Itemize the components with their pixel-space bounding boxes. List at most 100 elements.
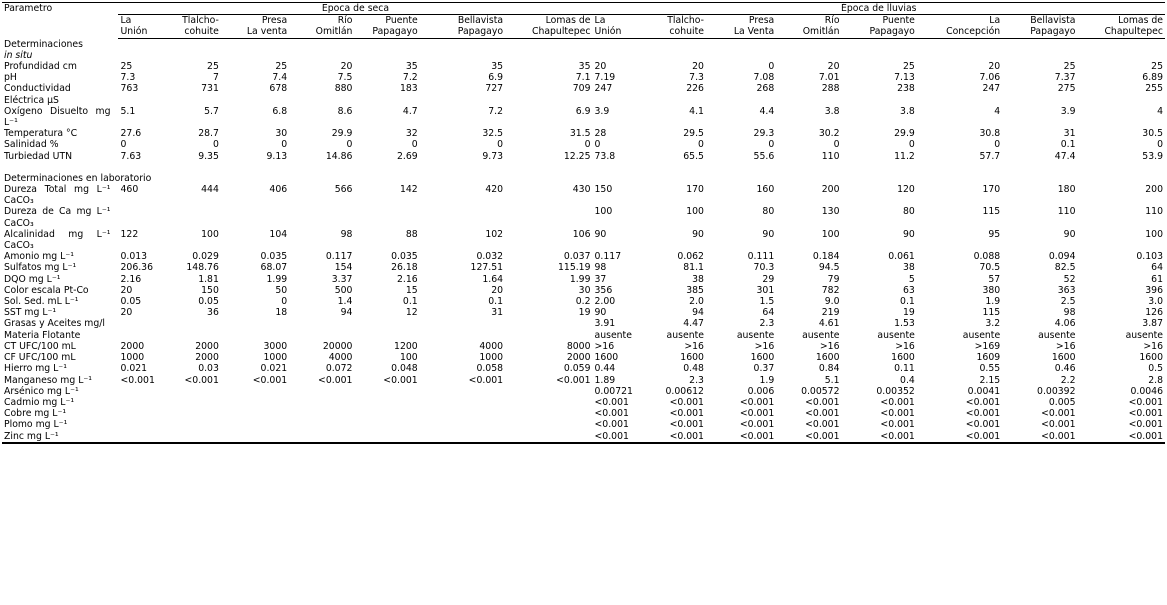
value-cell: 6.9 (575, 105, 591, 117)
value-cell: 0.032 (476, 251, 504, 263)
value-cell: 7.3 (689, 72, 704, 84)
value-cell: 1.9 (985, 296, 1001, 308)
value-cell: <0.001 (1041, 419, 1076, 431)
data-row: Conductividad Eléctrica µS 763 731 678 880 18… (2, 83, 1165, 105)
value-cell: 7.19 (594, 72, 616, 84)
value-cell: 31 (1063, 128, 1076, 140)
site-name-line: Bellavista (457, 15, 504, 27)
value-cell: 363 (1057, 284, 1076, 296)
value-cell: 30.8 (979, 128, 1001, 140)
value-cell: <0.001 (965, 408, 1001, 420)
value-cell: 122 (120, 228, 139, 240)
value-cell: 100 (821, 228, 840, 240)
data-row: Salinidad % 0 0 0 0 0 0 0 0 0 0 0 0 0 0.1 0 (2, 139, 1165, 150)
value-cell: 14.86 (325, 150, 353, 162)
value-cell: 28.7 (198, 128, 219, 140)
section-title: Determinaciones in situ (2, 38, 221, 61)
value-cell: 2.3 (759, 318, 775, 330)
value-cell: 15 (405, 284, 418, 296)
value-cell: 29.3 (753, 128, 775, 140)
value-cell (221, 431, 289, 443)
value-cell: 0 (281, 296, 288, 308)
data-row: Alcalinidad mg L⁻¹ CaCO₃ 122 100 104 98 88 102… (2, 229, 1165, 251)
parameter-label: Zinc mg L⁻¹ (4, 430, 59, 442)
data-row: Turbiedad UTN 7.63 9.35 9.13 14.86 2.69 9.73 12… (2, 151, 1165, 162)
value-cell: 2000 (195, 352, 219, 364)
site-name-line: Omitlán (802, 26, 840, 38)
value-cell (505, 206, 592, 228)
parameter-label: pH (4, 72, 17, 84)
value-cell (118, 318, 158, 329)
parameter-label: Arsénico mg L⁻¹ (4, 385, 79, 397)
value-cell: 7.4 (272, 72, 288, 84)
value-cell: 6.8 (272, 105, 288, 117)
value-cell: <0.001 (880, 408, 915, 420)
value-cell (354, 330, 419, 341)
value-cell (159, 408, 221, 419)
value-cell: <0.001 (1128, 419, 1163, 431)
value-cell: 0 (212, 139, 219, 151)
value-cell: 90 (594, 228, 607, 240)
value-cell: 782 (821, 284, 840, 296)
site-header: Río Omitlán (289, 14, 355, 39)
value-cell: 0.0041 (967, 385, 1001, 397)
value-cell: 0.021 (120, 363, 148, 375)
value-cell: 57.7 (979, 150, 1001, 162)
value-cell: 110 (1145, 206, 1163, 218)
value-cell: 18 (275, 307, 288, 319)
value-cell: <0.001 (594, 430, 629, 442)
value-cell: 4 (994, 105, 1001, 117)
value-cell (505, 330, 592, 341)
value-cell: 90 (692, 228, 704, 240)
value-cell: 880 (334, 83, 353, 95)
value-cell (420, 419, 505, 430)
value-cell: 7.01 (818, 72, 840, 84)
value-cell: 0.048 (391, 363, 418, 375)
value-cell: <0.001 (669, 408, 704, 420)
parameter-label: Plomo mg L⁻¹ (4, 419, 68, 431)
section-title-text: Determinaciones en laboratorio (4, 172, 152, 184)
value-cell: 0.00352 (876, 385, 915, 397)
value-cell: 356 (594, 284, 613, 296)
site-name-line: Unión (120, 26, 148, 38)
site-header: La Concepción (916, 14, 1003, 39)
value-cell: 94.5 (818, 262, 840, 274)
section-row: Determinaciones en laboratorio (2, 173, 1165, 184)
value-cell: 0.44 (594, 363, 616, 375)
value-cell: 1600 (891, 352, 915, 364)
parameter-header: Parametro (4, 3, 53, 14)
parameter-label: Alcalinidad mg L⁻¹ CaCO₃ (4, 228, 111, 252)
value-cell: 2000 (120, 340, 145, 352)
value-cell: <0.001 (184, 374, 219, 386)
value-cell (420, 386, 505, 397)
value-cell (289, 431, 354, 443)
value-cell: 5.1 (824, 374, 840, 386)
value-cell: 25 (120, 61, 133, 73)
value-cell: 0.035 (391, 251, 418, 263)
site-header-row: La Unión Tlalcho-cohuite Presa La venta Río Om… (2, 14, 1165, 39)
value-cell: 0.46 (1054, 363, 1076, 375)
value-cell: 12 (405, 307, 418, 319)
value-cell: 7.37 (1054, 72, 1076, 84)
parameter-label: Sol. Sed. mL L⁻¹ (4, 296, 79, 308)
value-cell: 82.5 (1054, 262, 1076, 274)
value-cell: <0.001 (594, 396, 629, 408)
value-cell: 1.64 (482, 273, 504, 285)
value-cell: 90 (594, 307, 607, 319)
value-cell: 3.8 (900, 105, 915, 117)
value-cell: 0 (411, 139, 418, 151)
value-cell: 2.16 (397, 273, 418, 285)
value-cell: 2.5 (1060, 296, 1076, 308)
value-cell: 0.4 (900, 374, 915, 386)
value-cell: <0.001 (739, 408, 775, 420)
value-cell: 12.25 (563, 150, 591, 162)
value-cell: 0.059 (563, 363, 591, 375)
value-cell: 36 (207, 307, 219, 319)
value-cell: 0 (281, 139, 288, 151)
section-filler (221, 173, 1165, 184)
value-cell: 1.89 (594, 374, 616, 386)
value-cell: 0.111 (747, 251, 775, 263)
value-cell: 170 (686, 184, 704, 196)
value-cell: <0.001 (594, 408, 629, 420)
value-cell (354, 386, 419, 397)
